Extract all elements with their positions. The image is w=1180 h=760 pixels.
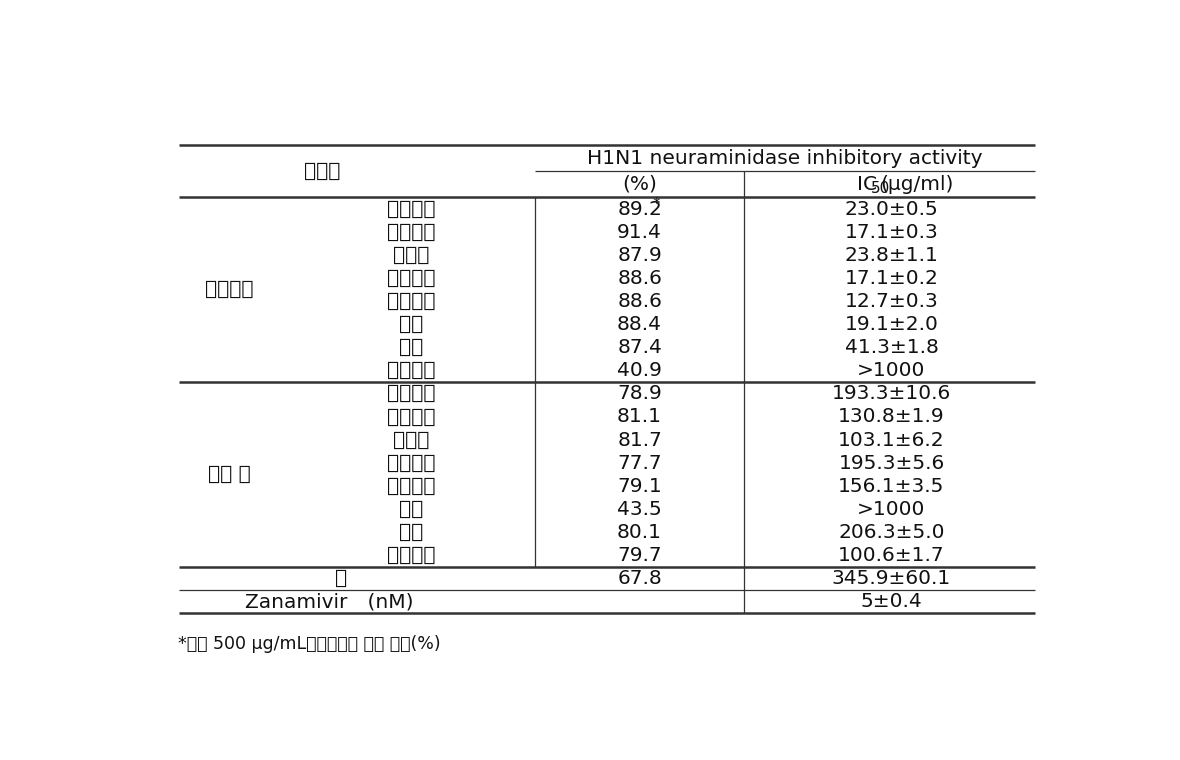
Text: 103.1±6.2: 103.1±6.2	[838, 430, 945, 449]
Text: 40.9: 40.9	[617, 361, 662, 380]
Text: 78.9: 78.9	[617, 385, 662, 404]
Text: 81.1: 81.1	[617, 407, 662, 426]
Text: 88.4: 88.4	[617, 315, 662, 334]
Text: IC: IC	[857, 175, 877, 194]
Text: 23.0±0.5: 23.0±0.5	[845, 200, 938, 219]
Text: 상주동시: 상주동시	[387, 385, 435, 404]
Text: H1N1 neuraminidase inhibitory activity: H1N1 neuraminidase inhibitory activity	[588, 149, 983, 168]
Text: 상감동시: 상감동시	[387, 477, 435, 496]
Text: 89.2: 89.2	[617, 200, 662, 219]
Text: 195.3±5.6: 195.3±5.6	[838, 454, 945, 473]
Text: 88.6: 88.6	[617, 269, 662, 288]
Text: 19.1±2.0: 19.1±2.0	[845, 315, 938, 334]
Text: 79.1: 79.1	[617, 477, 662, 496]
Text: 사곱시: 사곱시	[393, 430, 430, 449]
Text: 100.6±1.7: 100.6±1.7	[838, 546, 945, 565]
Text: 갑주백목: 갑주백목	[387, 407, 435, 426]
Text: 87.9: 87.9	[617, 245, 662, 264]
Text: >1000: >1000	[858, 500, 925, 519]
Text: 80.1: 80.1	[617, 523, 662, 542]
Text: 67.8: 67.8	[617, 569, 662, 588]
Text: 17.1±0.3: 17.1±0.3	[845, 223, 938, 242]
Text: 41.3±1.8: 41.3±1.8	[845, 338, 938, 357]
Text: 43.5: 43.5	[617, 500, 662, 519]
Text: 91.4: 91.4	[617, 223, 662, 242]
Text: 상감동시: 상감동시	[387, 292, 435, 311]
Text: 206.3±5.0: 206.3±5.0	[838, 523, 945, 542]
Text: 23.8±1.1: 23.8±1.1	[845, 245, 938, 264]
Text: 완주: 완주	[399, 338, 424, 357]
Text: 상주동시: 상주동시	[387, 200, 435, 219]
Text: *시료 500 μg/mL농도에서의 억제 활성(%): *시료 500 μg/mL농도에서의 억제 활성(%)	[178, 635, 441, 653]
Text: 청도반시: 청도반시	[387, 361, 435, 380]
Text: 영동: 영동	[399, 315, 424, 334]
Text: 17.1±0.2: 17.1±0.2	[845, 269, 938, 288]
Text: 5±0.4: 5±0.4	[860, 592, 923, 611]
Text: 88.6: 88.6	[617, 292, 662, 311]
Text: 갑주백목: 갑주백목	[387, 223, 435, 242]
Text: 미성숙감: 미성숙감	[204, 280, 254, 299]
Text: 79.7: 79.7	[617, 546, 662, 565]
Text: 시료명: 시료명	[303, 162, 340, 181]
Text: 갓: 갓	[335, 569, 347, 588]
Text: 50: 50	[871, 181, 890, 196]
Text: 77.7: 77.7	[617, 454, 662, 473]
Text: 130.8±1.9: 130.8±1.9	[838, 407, 945, 426]
Text: 사곱시: 사곱시	[393, 245, 430, 264]
Text: 은풍준시: 은풍준시	[387, 454, 435, 473]
Text: Zanamivir (nM): Zanamivir (nM)	[245, 592, 414, 611]
Text: 345.9±60.1: 345.9±60.1	[832, 569, 951, 588]
Text: *: *	[653, 197, 661, 212]
Text: >1000: >1000	[858, 361, 925, 380]
Text: 성숙 감: 성숙 감	[208, 465, 250, 484]
Text: (μg/ml): (μg/ml)	[880, 175, 953, 194]
Text: 완주: 완주	[399, 523, 424, 542]
Text: 12.7±0.3: 12.7±0.3	[845, 292, 938, 311]
Text: (%): (%)	[622, 175, 657, 194]
Text: 영동: 영동	[399, 500, 424, 519]
Text: 은풍준시: 은풍준시	[387, 269, 435, 288]
Text: 81.7: 81.7	[617, 430, 662, 449]
Text: 청도반시: 청도반시	[387, 546, 435, 565]
Text: 156.1±3.5: 156.1±3.5	[838, 477, 945, 496]
Text: 87.4: 87.4	[617, 338, 662, 357]
Text: 193.3±10.6: 193.3±10.6	[832, 385, 951, 404]
